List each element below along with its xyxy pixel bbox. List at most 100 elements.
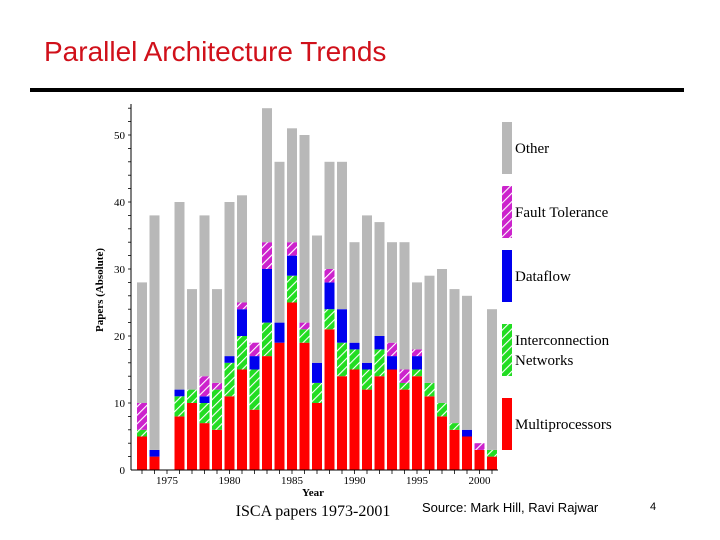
bar-1998-other <box>449 289 460 424</box>
bar-1992-other <box>374 222 385 336</box>
bar-1973-interconnection-networks <box>137 429 147 437</box>
x-tick-label: 1990 <box>344 475 367 487</box>
source-credit: Source: Mark Hill, Ravi Rajwar <box>422 500 599 515</box>
bar-1997-other <box>437 269 447 403</box>
bar-1990-interconnection-networks <box>349 349 360 370</box>
x-tick-label: 1985 <box>281 475 304 487</box>
bar-1974-other <box>149 215 160 450</box>
bar-1981-fault-tolerance <box>237 302 247 310</box>
bar-1986-fault-tolerance <box>299 322 310 330</box>
bar-1998-multiprocessors <box>449 429 460 470</box>
bar-1978-dataflow <box>199 396 210 403</box>
title-divider <box>30 88 684 92</box>
y-tick-label: 10 <box>114 398 126 410</box>
bar-1987-dataflow <box>312 362 322 383</box>
bar-1978-other <box>199 215 210 377</box>
y-tick-label: 0 <box>120 465 126 477</box>
bar-1981-multiprocessors <box>237 369 247 470</box>
bar-1991-dataflow <box>362 362 372 370</box>
bar-1979-multiprocessors <box>212 429 222 470</box>
bar-1979-other <box>212 289 222 383</box>
bar-1994-fault-tolerance <box>399 369 410 383</box>
bar-1983-other <box>262 108 272 243</box>
bar-1987-other <box>312 235 322 363</box>
bar-1994-multiprocessors <box>399 389 410 470</box>
bar-1984-other <box>274 161 285 323</box>
bar-1977-interconnection-networks <box>187 389 197 403</box>
bar-1995-dataflow <box>412 356 422 370</box>
bar-1989-interconnection-networks <box>337 342 347 377</box>
y-tick-label: 30 <box>114 264 126 276</box>
bar-2001-interconnection-networks <box>487 449 497 457</box>
bar-1995-fault-tolerance <box>412 349 422 357</box>
y-axis-label: Papers (Absolute) <box>94 248 106 332</box>
bar-1973-other <box>137 282 147 403</box>
x-tick-label: 1995 <box>406 475 429 487</box>
bar-1991-multiprocessors <box>362 389 372 470</box>
bar-1980-interconnection-networks <box>224 362 235 397</box>
legend-swatch-dataflow <box>502 250 512 302</box>
bar-1995-multiprocessors <box>412 376 422 470</box>
bar-1993-other <box>387 242 397 343</box>
bar-1981-other <box>237 195 247 303</box>
bar-1976-dataflow <box>174 389 185 397</box>
bar-2000-fault-tolerance <box>474 443 485 450</box>
bar-1980-multiprocessors <box>224 396 235 470</box>
bar-1985-fault-tolerance <box>287 242 297 256</box>
legend-swatch-fault-tolerance <box>502 186 512 238</box>
bar-1986-interconnection-networks <box>299 329 310 343</box>
legend-label-other: Other <box>515 141 549 157</box>
bar-1992-multiprocessors <box>374 376 385 470</box>
bar-1987-multiprocessors <box>312 403 322 470</box>
y-tick-label: 40 <box>114 197 126 209</box>
bar-1989-other <box>337 161 347 310</box>
x-axis-label: Year <box>302 487 324 499</box>
bar-1980-other <box>224 202 235 357</box>
bar-1994-interconnection-networks <box>399 382 410 390</box>
bar-1986-other <box>299 135 310 323</box>
bar-1991-interconnection-networks <box>362 369 372 390</box>
bar-1996-other <box>424 275 435 383</box>
bar-1990-dataflow <box>349 342 360 350</box>
bar-1988-dataflow <box>324 282 335 310</box>
bar-1973-multiprocessors <box>137 436 147 470</box>
bar-1973-fault-tolerance <box>137 403 147 430</box>
legend-label-dataflow: Dataflow <box>515 269 571 285</box>
bar-1999-multiprocessors <box>462 436 472 470</box>
bar-1982-dataflow <box>249 356 260 370</box>
bar-1993-dataflow <box>387 356 397 370</box>
legend-swatch-multiprocessors <box>502 398 512 450</box>
bar-1990-multiprocessors <box>349 369 360 470</box>
bar-1985-multiprocessors <box>287 302 297 470</box>
bar-1994-other <box>399 242 410 370</box>
bar-1990-other <box>349 242 360 343</box>
bar-1984-dataflow <box>274 322 285 343</box>
bar-1976-interconnection-networks <box>174 396 185 417</box>
bar-1981-dataflow <box>237 309 247 336</box>
bar-1992-interconnection-networks <box>374 349 385 377</box>
bar-1982-multiprocessors <box>249 409 260 470</box>
bar-1984-multiprocessors <box>274 342 285 470</box>
bar-1991-other <box>362 215 372 363</box>
bar-1999-other <box>462 295 472 430</box>
legend-label-multiprocessors: Multiprocessors <box>515 417 612 433</box>
page-number: 4 <box>650 501 657 513</box>
bar-1995-interconnection-networks <box>412 369 422 377</box>
bar-2001-multiprocessors <box>487 456 497 470</box>
bar-1979-fault-tolerance <box>212 382 222 390</box>
bar-1988-fault-tolerance <box>324 269 335 283</box>
bar-1977-multiprocessors <box>187 403 197 470</box>
bar-2000-multiprocessors <box>474 449 485 470</box>
bar-1997-multiprocessors <box>437 416 447 470</box>
bar-1976-other <box>174 202 185 390</box>
bar-1999-dataflow <box>462 429 472 437</box>
legend-label-interconnection-networks: Interconnection <box>515 333 610 349</box>
bar-1974-multiprocessors <box>149 456 160 470</box>
bar-1998-interconnection-networks <box>449 423 460 430</box>
legend-label-fault-tolerance: Fault Tolerance <box>515 205 609 221</box>
bar-1987-interconnection-networks <box>312 382 322 403</box>
bar-1981-interconnection-networks <box>237 336 247 370</box>
legend-swatch-other <box>502 122 512 174</box>
bar-1979-interconnection-networks <box>212 389 222 430</box>
